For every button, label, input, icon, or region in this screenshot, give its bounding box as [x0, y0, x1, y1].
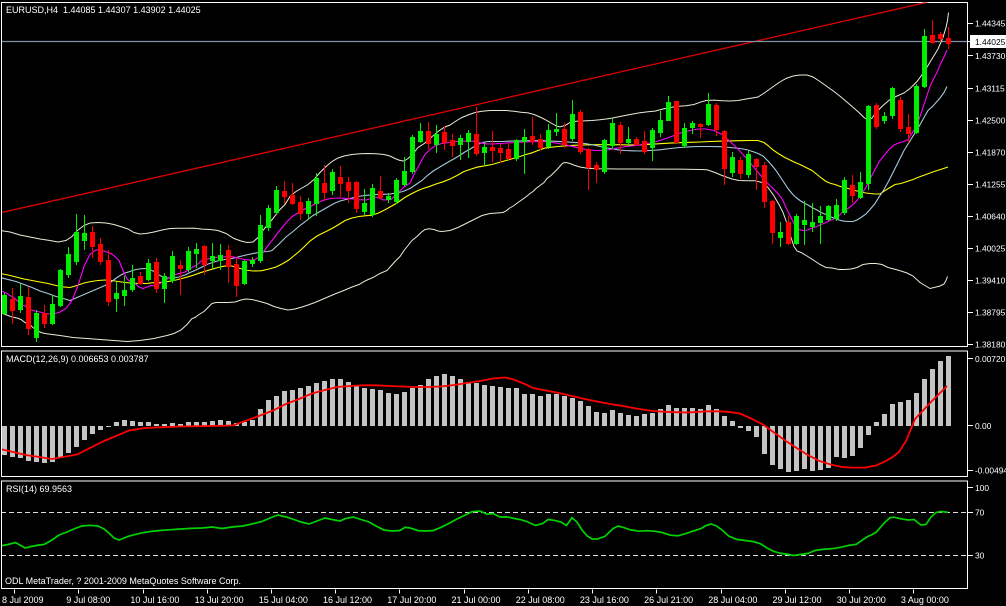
- svg-text:1.39410: 1.39410: [975, 276, 1006, 286]
- svg-text:-0.00494: -0.00494: [975, 466, 1006, 476]
- svg-text:9 Jul 08:00: 9 Jul 08:00: [66, 595, 110, 605]
- svg-text:1.41255: 1.41255: [975, 180, 1006, 190]
- svg-text:30: 30: [975, 551, 985, 561]
- svg-text:1.38795: 1.38795: [975, 308, 1006, 318]
- svg-text:26 Jul 21:00: 26 Jul 21:00: [644, 595, 693, 605]
- svg-text:23 Jul 16:00: 23 Jul 16:00: [580, 595, 629, 605]
- svg-text:15 Jul 04:00: 15 Jul 04:00: [259, 595, 308, 605]
- svg-text:28 Jul 04:00: 28 Jul 04:00: [708, 595, 757, 605]
- svg-text:1.42500: 1.42500: [975, 116, 1006, 126]
- svg-text:3 Aug 00:00: 3 Aug 00:00: [901, 595, 949, 605]
- svg-text:1.44025: 1.44025: [975, 37, 1006, 47]
- svg-text:16 Jul 12:00: 16 Jul 12:00: [323, 595, 372, 605]
- svg-text:100: 100: [975, 483, 989, 493]
- svg-text:1.40640: 1.40640: [975, 212, 1006, 222]
- svg-text:8 Jul 2009: 8 Jul 2009: [2, 595, 44, 605]
- svg-text:10 Jul 16:00: 10 Jul 16:00: [130, 595, 179, 605]
- svg-text:1.43730: 1.43730: [975, 51, 1006, 61]
- svg-text:30 Jul 20:00: 30 Jul 20:00: [837, 595, 886, 605]
- svg-text:1.44345: 1.44345: [975, 19, 1006, 29]
- svg-text:21 Jul 00:00: 21 Jul 00:00: [452, 595, 501, 605]
- svg-text:MACD(12,26,9) 0.006653 0.00378: MACD(12,26,9) 0.006653 0.003787: [6, 354, 149, 364]
- svg-text:1.40025: 1.40025: [975, 244, 1006, 254]
- svg-text:29 Jul 12:00: 29 Jul 12:00: [773, 595, 822, 605]
- svg-text:13 Jul 20:00: 13 Jul 20:00: [195, 595, 244, 605]
- svg-text:17 Jul 20:00: 17 Jul 20:00: [387, 595, 436, 605]
- svg-text:1.43115: 1.43115: [975, 84, 1005, 94]
- svg-text:EURUSD,H4 1.44085 1.44307 1.4: EURUSD,H4 1.44085 1.44307 1.43902 1.4402…: [6, 5, 201, 15]
- svg-text:1.38180: 1.38180: [975, 340, 1006, 350]
- svg-text:1.41870: 1.41870: [975, 148, 1006, 158]
- svg-text:22 Jul 08:00: 22 Jul 08:00: [516, 595, 565, 605]
- svg-text:70: 70: [975, 508, 985, 518]
- svg-text:RSI(14) 69.9563: RSI(14) 69.9563: [6, 484, 72, 494]
- svg-text:0.00720: 0.00720: [975, 354, 1006, 364]
- svg-text:ODL MetaTrader, ? 2001-2009 Me: ODL MetaTrader, ? 2001-2009 MetaQuotes S…: [5, 576, 241, 586]
- svg-text:0.00: 0.00: [975, 421, 992, 431]
